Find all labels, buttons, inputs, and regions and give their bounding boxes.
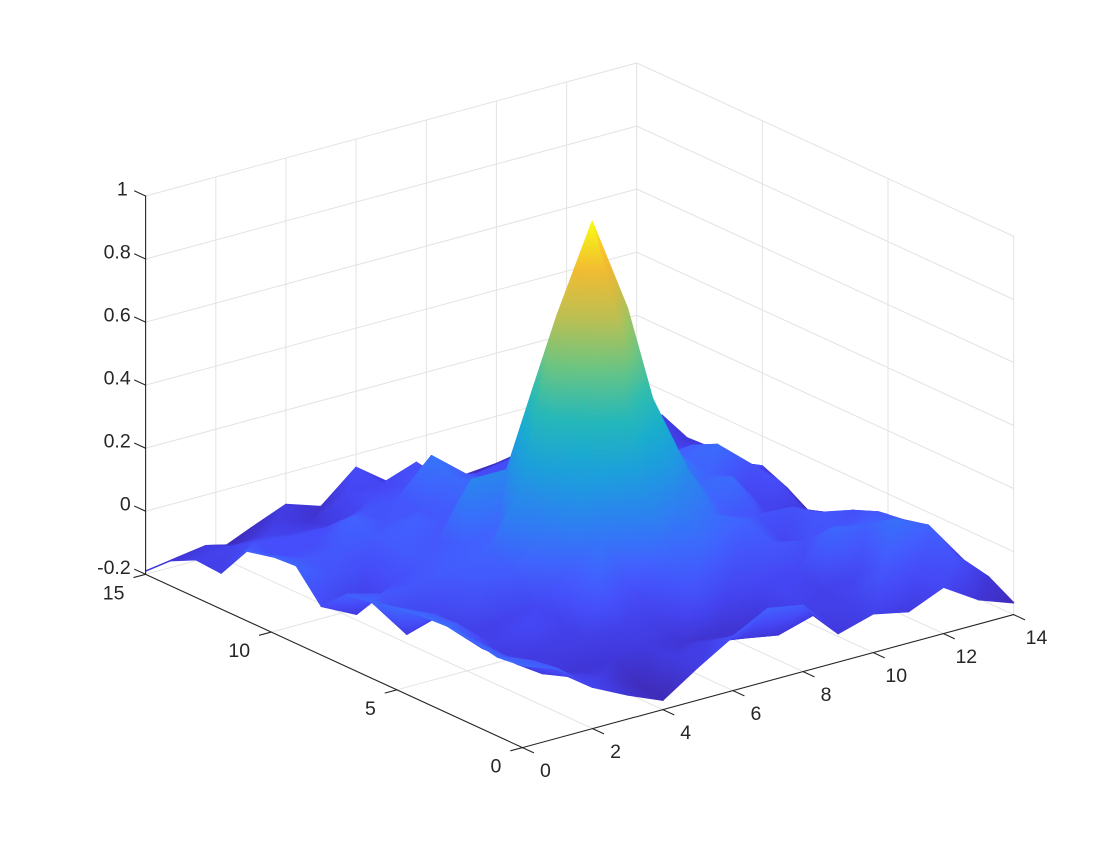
svg-text:0: 0 [540, 760, 551, 782]
svg-text:0: 0 [120, 494, 131, 516]
svg-text:0.8: 0.8 [104, 242, 131, 264]
svg-text:2: 2 [610, 741, 621, 763]
svg-text:10: 10 [228, 640, 250, 662]
svg-text:0.2: 0.2 [104, 431, 131, 453]
svg-text:8: 8 [821, 684, 832, 706]
svg-text:-0.2: -0.2 [97, 557, 131, 579]
svg-text:1: 1 [117, 179, 128, 201]
svg-text:4: 4 [680, 722, 691, 744]
svg-text:6: 6 [750, 703, 761, 725]
svg-text:0.6: 0.6 [104, 305, 131, 327]
svg-text:12: 12 [955, 646, 977, 668]
svg-text:5: 5 [365, 698, 376, 720]
svg-text:15: 15 [103, 582, 125, 604]
svg-text:0.4: 0.4 [104, 368, 131, 390]
svg-text:0: 0 [491, 756, 502, 778]
svg-text:14: 14 [1026, 627, 1048, 649]
svg-text:10: 10 [885, 665, 907, 687]
